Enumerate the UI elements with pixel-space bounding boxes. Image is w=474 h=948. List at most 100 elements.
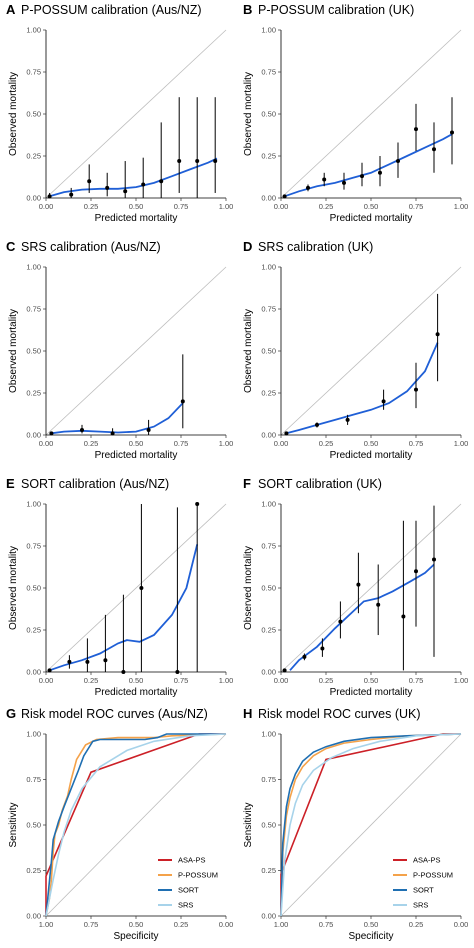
x-tick-label: 0.75	[409, 202, 424, 211]
x-tick-label: 0.00	[219, 920, 234, 929]
roc-curve-srs	[45, 733, 227, 917]
data-point	[67, 659, 72, 664]
panel-letter: D	[243, 239, 252, 254]
data-point	[342, 180, 346, 185]
panel-title: SRS calibration (Aus/NZ)	[21, 240, 161, 254]
calibration-curve	[49, 544, 199, 672]
y-tick-label: 0.75	[261, 542, 276, 551]
x-tick-label: 0.00	[274, 676, 289, 685]
panel-g: G Risk model ROC curves (Aus/NZ) 1.00 0.75 0…	[6, 706, 233, 942]
data-point	[139, 586, 144, 590]
panel-title: SORT calibration (Aus/NZ)	[21, 477, 169, 491]
data-point	[450, 130, 454, 135]
legend-label: SRS	[413, 901, 428, 910]
roc-curve-sort	[280, 733, 462, 917]
y-tick-label: 0.75	[261, 775, 276, 784]
x-tick-label: 0.00	[39, 676, 54, 685]
y-tick-label: 0.00	[261, 431, 276, 440]
y-axis-title: Sensitivity	[243, 802, 254, 847]
data-point	[432, 147, 436, 152]
reference-diagonal	[280, 29, 462, 199]
roc-curve-sort	[45, 733, 226, 917]
x-tick-label: 0.75	[174, 439, 189, 448]
y-tick-label: 0.50	[261, 584, 276, 593]
y-tick-label: 1.00	[261, 26, 276, 35]
data-point	[87, 179, 92, 184]
data-point	[432, 557, 436, 562]
x-tick-label: 0.25	[84, 439, 99, 448]
panel-letter: G	[6, 706, 16, 721]
calibration-curve	[286, 342, 439, 435]
panel-h: H Risk model ROC curves (UK) 1.00 0.75 0.50 0…	[243, 706, 468, 942]
panel-letter: E	[6, 476, 15, 491]
y-tick-label: 0.75	[26, 775, 41, 784]
reference-diagonal	[45, 503, 227, 673]
y-tick-label: 1.00	[261, 500, 276, 509]
data-point	[85, 659, 90, 664]
panel-title: SORT calibration (UK)	[258, 477, 382, 491]
legend-label: ASA-PS	[178, 856, 206, 865]
panel-c: C SRS calibration (Aus/NZ) 0.00 0.25 0.50 0.7…	[6, 239, 233, 461]
data-point	[175, 670, 180, 674]
data-point	[69, 192, 74, 197]
y-tick-label: 0.25	[261, 389, 276, 398]
x-tick-label: 0.25	[84, 676, 99, 685]
calibration-curve	[49, 157, 218, 198]
panel-letter: F	[243, 476, 251, 491]
y-tick-label: 1.00	[26, 26, 41, 35]
x-axis-title: Specificity	[348, 931, 393, 942]
panel-letter: A	[6, 2, 16, 17]
data-point	[378, 170, 382, 175]
y-tick-label: 0.50	[261, 821, 276, 830]
data-point	[159, 179, 164, 184]
data-point	[105, 185, 110, 190]
y-axis-title: Observed mortality	[8, 72, 19, 156]
reference-diagonal	[280, 733, 462, 917]
data-point	[381, 399, 386, 404]
x-tick-label: 1.00	[454, 439, 469, 448]
data-point	[302, 654, 307, 659]
y-tick-label: 0.50	[261, 110, 276, 119]
reference-diagonal	[280, 266, 462, 436]
x-tick-label: 1.00	[454, 676, 469, 685]
x-axis-title: Predicted mortality	[95, 213, 178, 224]
y-tick-label: 0.50	[26, 110, 41, 119]
data-point	[180, 399, 185, 404]
data-point	[320, 646, 325, 651]
data-point	[103, 658, 108, 663]
x-axis-title: Predicted mortality	[95, 450, 178, 461]
y-axis-title: Observed mortality	[8, 546, 19, 630]
data-point	[338, 619, 343, 624]
y-tick-label: 0.00	[261, 912, 276, 921]
x-tick-label: 0.25	[174, 920, 189, 929]
x-tick-label: 1.00	[454, 202, 469, 211]
x-tick-label: 0.00	[39, 439, 54, 448]
y-tick-label: 1.00	[261, 730, 276, 739]
panel-letter: C	[6, 239, 16, 254]
y-tick-label: 0.50	[26, 347, 41, 356]
data-point	[435, 332, 440, 337]
data-point	[401, 614, 406, 619]
x-axis-title: Predicted mortality	[95, 687, 178, 698]
y-tick-label: 0.25	[26, 866, 41, 875]
data-point	[282, 668, 287, 673]
x-tick-label: 0.50	[364, 439, 379, 448]
data-point	[315, 422, 319, 427]
x-tick-label: 0.00	[274, 202, 289, 211]
data-point	[121, 670, 126, 674]
x-tick-label: 1.00	[219, 202, 234, 211]
data-point	[306, 185, 310, 190]
x-axis-title: Predicted mortality	[330, 687, 413, 698]
data-point	[49, 431, 54, 436]
data-point	[47, 194, 52, 199]
data-point	[356, 582, 361, 587]
calibration-curve	[284, 133, 453, 198]
data-point	[141, 182, 146, 187]
panel-e: E SORT calibration (Aus/NZ) 0.00 0.25 0.50 0.…	[6, 476, 233, 698]
calibration-curve	[289, 563, 435, 671]
data-point	[322, 177, 327, 182]
y-tick-label: 0.25	[261, 626, 276, 635]
x-tick-label: 0.50	[364, 676, 379, 685]
data-point	[47, 668, 52, 673]
panel-title: Risk model ROC curves (Aus/NZ)	[21, 707, 208, 721]
